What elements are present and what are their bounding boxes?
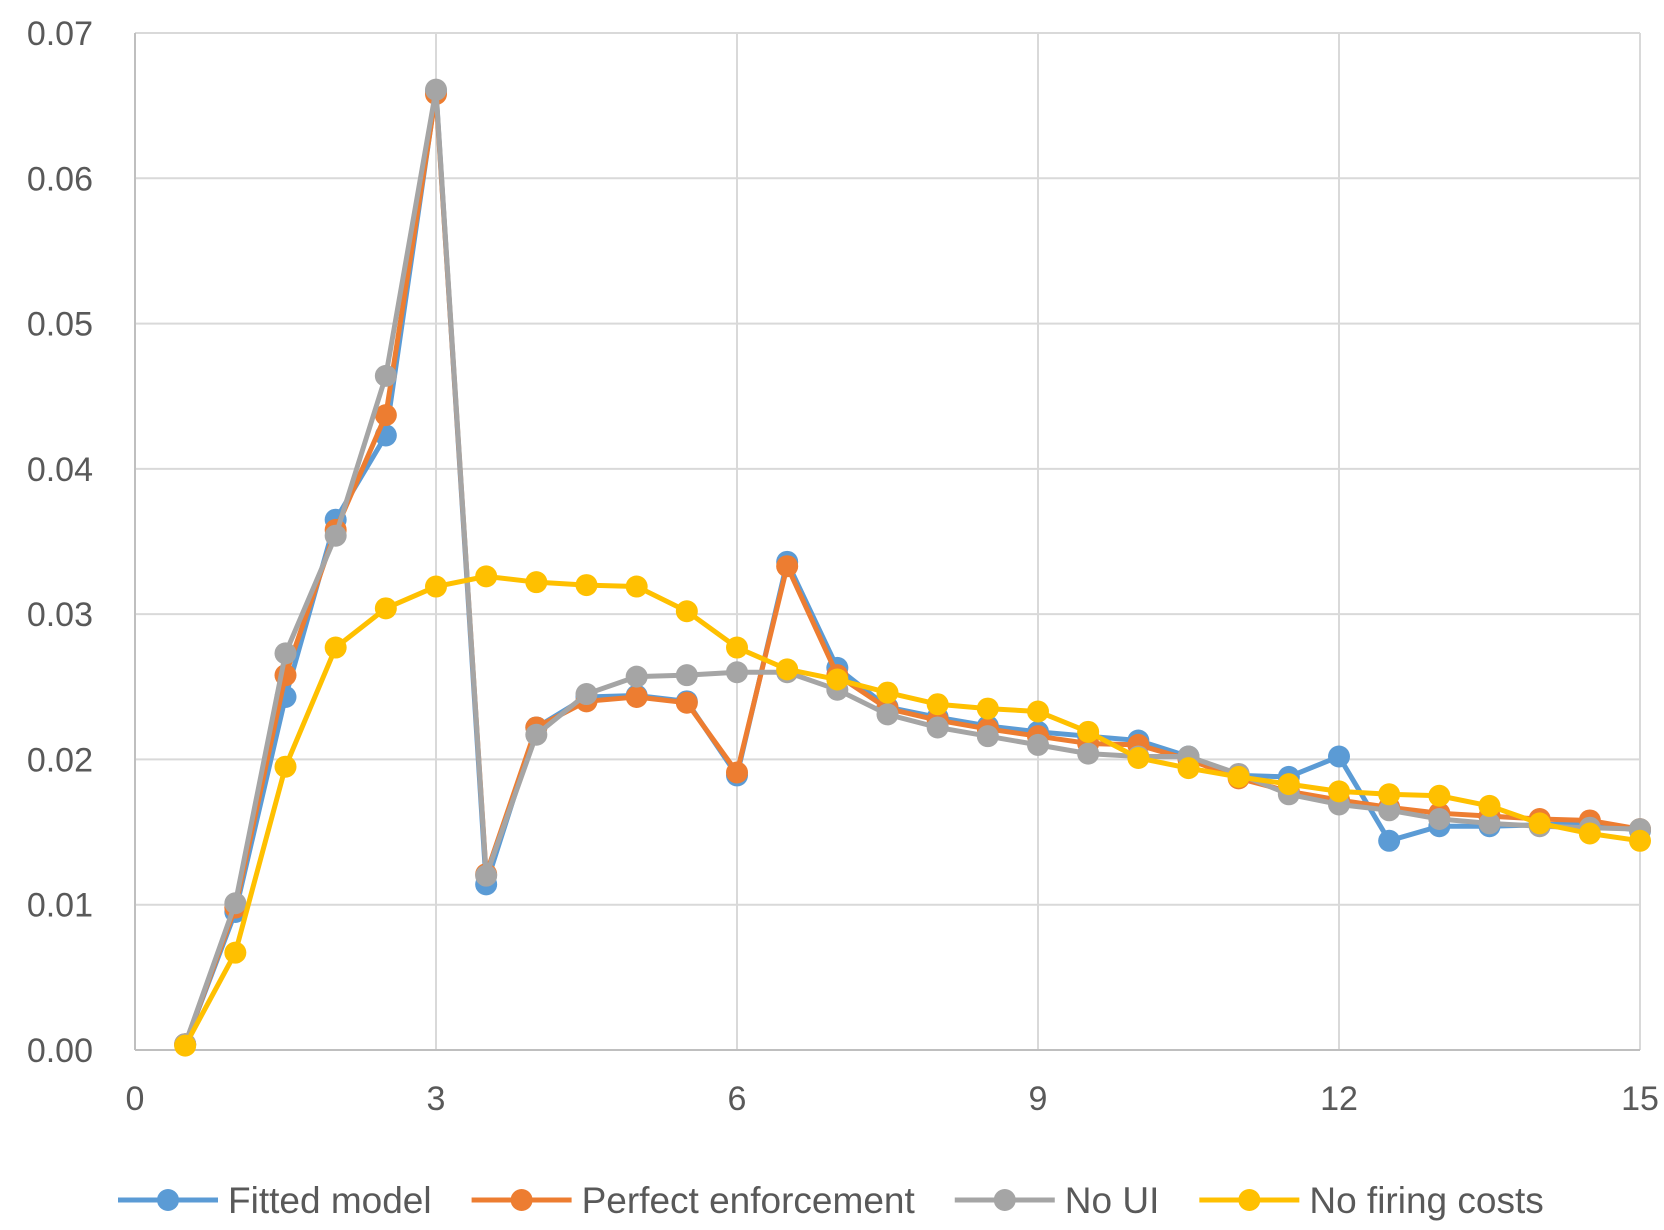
data-point xyxy=(374,597,397,620)
data-point xyxy=(374,404,397,427)
data-point xyxy=(826,668,849,691)
data-point xyxy=(1077,720,1100,743)
x-tick-label: 9 xyxy=(1029,1080,1048,1118)
x-tick-label: 12 xyxy=(1320,1080,1358,1118)
data-point xyxy=(1528,812,1551,835)
data-point xyxy=(776,658,799,681)
data-point xyxy=(425,575,447,598)
data-point xyxy=(1378,783,1401,806)
data-point xyxy=(324,636,347,659)
x-tick-label: 15 xyxy=(1621,1080,1659,1118)
data-point xyxy=(425,78,447,101)
series-no-firing-costs xyxy=(174,565,1651,1057)
y-tick-label: 0.05 xyxy=(27,306,93,344)
data-point xyxy=(726,761,748,784)
data-point xyxy=(475,565,498,588)
data-point xyxy=(1127,746,1150,769)
legend-swatch-marker xyxy=(993,1189,1016,1211)
data-point xyxy=(1027,733,1049,756)
y-tick-label: 0.07 xyxy=(27,15,93,53)
y-tick-label: 0.06 xyxy=(27,160,93,198)
y-tick-label: 0.03 xyxy=(27,596,93,634)
legend-label: No firing costs xyxy=(1309,1180,1543,1221)
data-point xyxy=(675,600,698,623)
series-no-ui xyxy=(174,78,1651,1056)
legend-label: Fitted model xyxy=(228,1180,432,1221)
data-point xyxy=(1428,807,1451,830)
series-lines xyxy=(174,78,1651,1057)
data-point xyxy=(1378,829,1401,852)
data-point xyxy=(1227,765,1250,788)
legend-swatch-marker xyxy=(1238,1189,1261,1211)
series-fitted-model xyxy=(174,80,1651,1056)
legend-item: No firing costs xyxy=(1199,1180,1544,1221)
grid-lines xyxy=(135,32,1641,1050)
data-point xyxy=(625,665,648,688)
legend-swatch-marker xyxy=(510,1189,533,1211)
data-point xyxy=(675,664,698,687)
data-point xyxy=(1277,773,1300,796)
data-point xyxy=(475,864,498,887)
legend-label: Perfect enforcement xyxy=(582,1180,916,1221)
data-point xyxy=(625,685,648,708)
x-tick-label: 0 xyxy=(126,1080,145,1118)
legend: Fitted model Perfect enforcement No UI No f… xyxy=(118,1180,1544,1221)
data-point xyxy=(575,574,598,597)
tick-labels: 0.00 0.01 0.02 0.03 0.04 0.05 0.06 0.07 0 3 6 9 12 15 xyxy=(27,15,1659,1118)
y-tick-label: 0.01 xyxy=(27,887,93,925)
data-point xyxy=(976,697,999,720)
legend-item: Perfect enforcement xyxy=(471,1180,916,1221)
data-point xyxy=(726,661,748,684)
y-tick-label: 0.00 xyxy=(27,1032,93,1070)
x-tick-label: 6 xyxy=(728,1080,747,1118)
data-point xyxy=(274,642,297,665)
series-line xyxy=(182,88,1641,1046)
series-line xyxy=(182,91,1641,1046)
data-point xyxy=(1077,742,1100,765)
data-point xyxy=(726,636,748,659)
data-point xyxy=(1378,799,1401,822)
y-tick-label: 0.02 xyxy=(27,741,93,779)
series-perfect-enforcement xyxy=(174,83,1651,1056)
data-point xyxy=(1629,829,1651,852)
data-point xyxy=(1478,812,1501,835)
data-point xyxy=(374,364,397,387)
legend-label: No UI xyxy=(1065,1180,1160,1221)
axes xyxy=(134,33,1640,1051)
legend-item: Fitted model xyxy=(118,1180,432,1221)
data-point xyxy=(1177,757,1200,780)
data-point xyxy=(224,892,247,915)
series-line xyxy=(182,87,1641,1046)
data-point xyxy=(1027,700,1049,723)
legend-swatch-marker xyxy=(157,1189,179,1211)
data-point xyxy=(976,725,999,748)
data-point xyxy=(876,703,899,726)
data-point xyxy=(324,524,347,547)
data-point xyxy=(876,681,899,704)
legend-item: No UI xyxy=(954,1180,1160,1221)
data-point xyxy=(224,941,247,964)
data-point xyxy=(575,683,598,706)
data-point xyxy=(625,575,648,598)
data-point xyxy=(1328,745,1350,768)
data-point xyxy=(1578,822,1601,845)
y-tick-label: 0.04 xyxy=(27,451,93,489)
data-point xyxy=(1428,784,1451,807)
data-point xyxy=(926,693,949,716)
data-point xyxy=(776,555,799,578)
data-point xyxy=(274,755,297,778)
data-point xyxy=(1478,794,1501,817)
x-tick-label: 3 xyxy=(427,1080,446,1118)
data-point xyxy=(525,723,548,746)
data-point xyxy=(675,691,698,714)
data-point xyxy=(926,716,949,739)
data-point xyxy=(525,571,548,594)
data-point xyxy=(174,1034,197,1057)
data-point xyxy=(1328,780,1350,803)
